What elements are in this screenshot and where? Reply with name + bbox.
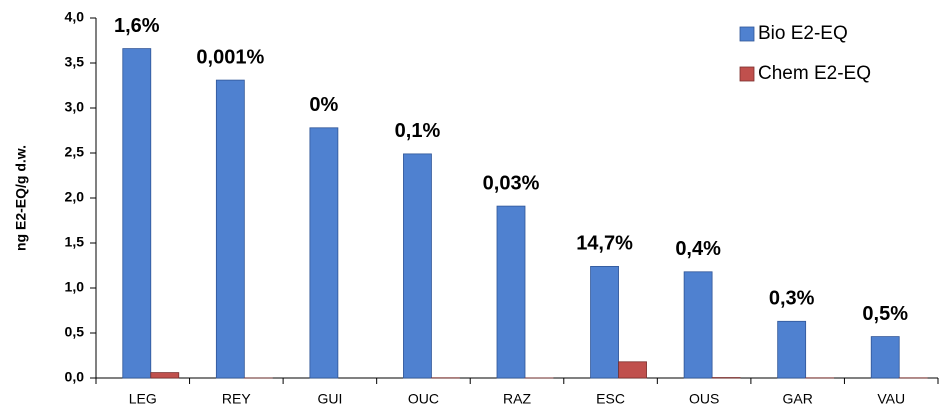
x-tick-label: LEG: [129, 391, 157, 407]
bar: [590, 265, 619, 379]
annotation: 0,5%: [862, 303, 908, 325]
bar: [777, 320, 807, 379]
y-tick-label: 3,0: [65, 99, 85, 115]
y-tick-label: 1,5: [65, 234, 85, 250]
bar: [309, 127, 339, 379]
x-tick-label: ESC: [596, 391, 625, 407]
bar: [496, 205, 526, 379]
legend-swatch: [739, 66, 755, 82]
x-tick-label: RAZ: [503, 391, 531, 407]
annotation: 0,1%: [395, 120, 441, 142]
bar: [870, 336, 900, 379]
x-tick-label: VAU: [877, 391, 905, 407]
y-tick-label: 2,5: [65, 144, 85, 160]
y-tick-label: 2,0: [65, 189, 85, 205]
legend-label: Chem E2-EQ: [758, 63, 871, 84]
x-tick-label: OUC: [408, 391, 439, 407]
x-tick-label: OUS: [689, 391, 719, 407]
y-tick-label: 3,5: [65, 54, 85, 70]
annotation: 0,03%: [483, 172, 540, 194]
bar: [403, 153, 432, 379]
x-tick-label: GUI: [317, 391, 342, 407]
y-tick-label: 4,0: [65, 9, 85, 25]
y-tick-label: 0,5: [65, 324, 85, 340]
annotation: 0,001%: [196, 46, 264, 68]
y-tick-label: 1,0: [65, 279, 85, 295]
annotation: 1,6%: [114, 15, 160, 37]
bar: [683, 271, 713, 379]
legend-label: Bio E2-EQ: [758, 23, 848, 44]
x-tick-label: REY: [222, 391, 251, 407]
y-tick-label: 0,0: [65, 369, 85, 385]
annotation: 14,7%: [576, 233, 633, 255]
y-axis-label: ng E2-EQ/g d.w.: [13, 145, 29, 251]
bar: [215, 79, 245, 379]
bar: [618, 361, 647, 379]
annotation: 0,4%: [675, 238, 721, 260]
annotation: 0,3%: [769, 288, 815, 310]
bar: [122, 48, 152, 379]
x-tick-label: GAR: [782, 391, 812, 407]
annotation: 0%: [309, 94, 338, 116]
bar: [150, 372, 180, 379]
legend-swatch: [739, 26, 755, 42]
